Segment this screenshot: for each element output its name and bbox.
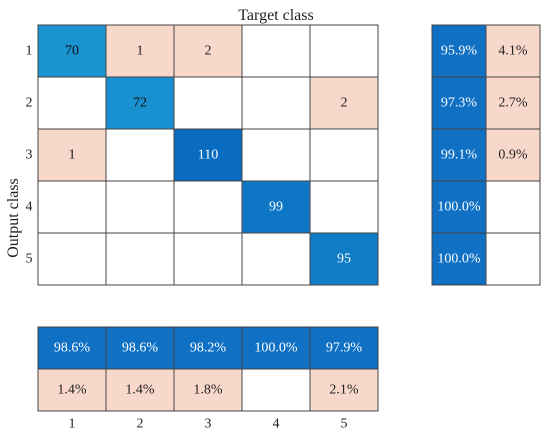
col-summary-incorrect-value: 2.1% [329,383,359,398]
cell-value: 110 [198,148,218,163]
row-summary-correct-cell [431,180,487,234]
col-summary-correct-cell [105,326,175,370]
matrix-cell [241,180,311,234]
y-tick-label: 2 [26,96,33,111]
cell-value: 70 [65,44,79,59]
x-tick-label: 3 [205,417,212,432]
chart-title: Target class [238,7,313,24]
matrix-cell [241,232,311,286]
x-tick-labels: 1 2 3 4 5 [69,417,348,432]
matrix-cell [173,180,243,234]
x-tick-label: 5 [341,417,348,432]
row-summary-correct-value: 97.3% [441,96,478,111]
matrix-cell [241,24,311,78]
col-summary-incorrect-value: 1.4% [57,383,87,398]
y-tick-label: 5 [26,252,33,267]
row-summary-incorrect-value: 2.7% [498,96,528,111]
x-tick-label: 1 [69,417,76,432]
cell-value: 99 [269,200,283,215]
y-tick-labels: 1 2 3 4 5 [26,44,33,267]
row-summary-incorrect-value: 4.1% [498,44,528,59]
matrix-cell [173,76,243,130]
row-summary-correct-cell [431,232,487,286]
row-summary: 95.9% 4.1% 97.3% 2.7% 99.1% 0.9% 100.0% 100.0% [431,24,541,286]
col-summary-incorrect-cell [105,368,175,412]
matrix-cell [173,24,243,78]
row-summary-incorrect-cell [485,232,541,286]
row-summary-incorrect-cell [485,24,541,78]
x-tick-label: 2 [137,417,144,432]
x-tick-label: 4 [273,417,280,432]
col-summary-correct-cell [173,326,243,370]
col-summary-incorrect-cell [37,368,107,412]
matrix-cell [105,128,175,182]
col-summary-correct-value: 100.0% [254,341,298,356]
col-summary-incorrect-cell [173,368,243,412]
cell-value: 1 [69,148,76,163]
col-summary-incorrect-cell [309,368,379,412]
row-summary-correct-value: 95.9% [441,44,478,59]
cell-value: 72 [133,96,147,111]
matrix-cell [309,180,379,234]
matrix-cell [37,128,107,182]
col-summary-correct-cell [37,326,107,370]
matrix-cell [37,180,107,234]
row-summary-correct-value: 100.0% [437,200,481,215]
column-summary: 98.6% 1.4% 98.6% 1.4% 98.2% 1.8% 100.0% 97.9% 2.… [37,326,379,412]
cell-value: 95 [337,252,351,267]
matrix-cell [309,24,379,78]
matrix-cell [309,232,379,286]
row-summary-correct-cell [431,128,487,182]
col-summary-incorrect-value: 1.4% [125,383,155,398]
row-summary-incorrect-cell [485,180,541,234]
cell-value: 2 [341,96,348,111]
matrix-cell [37,24,107,78]
matrix-cell [37,232,107,286]
col-summary-correct-value: 98.6% [54,341,91,356]
y-tick-label: 4 [26,200,33,215]
col-summary-correct-value: 98.6% [122,341,159,356]
cell-value: 1 [137,44,144,59]
col-summary-incorrect-value: 1.8% [193,383,223,398]
matrix-cell [241,128,311,182]
row-summary-correct-value: 100.0% [437,252,481,267]
row-summary-correct-cell [431,24,487,78]
confusion-matrix: 70 1 2 72 2 1 110 99 95 [37,24,379,286]
matrix-cell [309,128,379,182]
col-summary-correct-cell [309,326,379,370]
matrix-cell [105,180,175,234]
matrix-cell [173,232,243,286]
y-tick-label: 1 [26,44,33,59]
matrix-cell [37,76,107,130]
col-summary-incorrect-cell [241,368,311,412]
col-summary-correct-value: 98.2% [190,341,227,356]
row-summary-correct-cell [431,76,487,130]
row-summary-correct-value: 99.1% [441,148,478,163]
col-summary-correct-value: 97.9% [326,341,363,356]
y-tick-label: 3 [26,148,33,163]
cell-value: 2 [205,44,212,59]
matrix-cell [105,232,175,286]
matrix-cell [241,76,311,130]
y-axis-label: Output class [5,178,22,258]
matrix-cell [105,24,175,78]
row-summary-incorrect-value: 0.9% [498,148,528,163]
